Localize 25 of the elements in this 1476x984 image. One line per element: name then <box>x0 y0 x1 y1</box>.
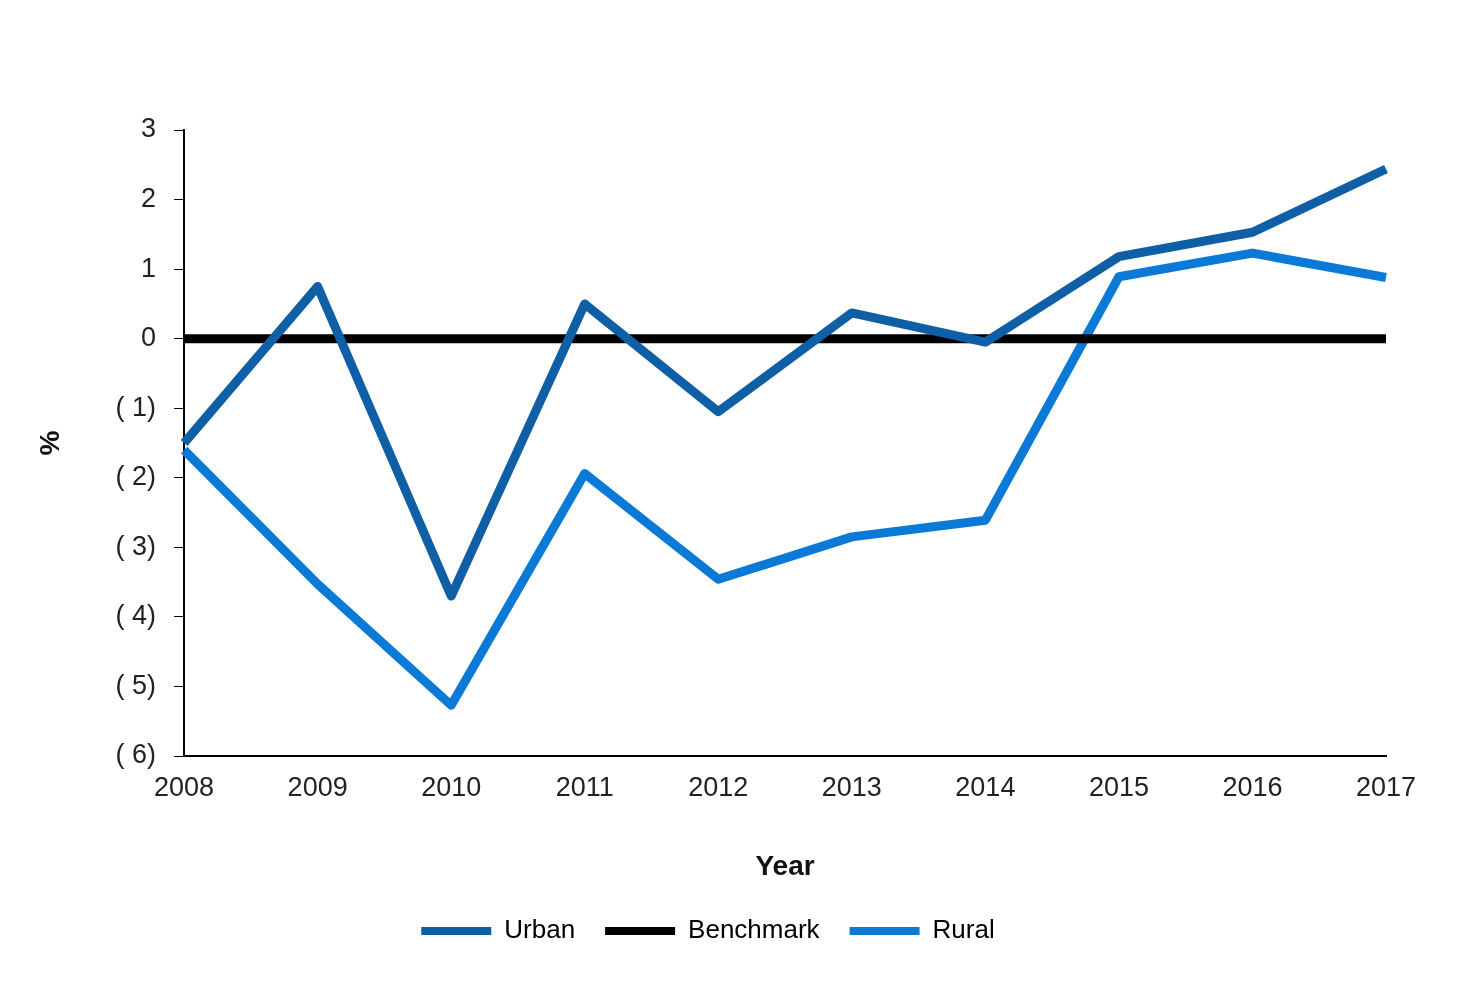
y-tick-label: ( 5) <box>115 669 157 700</box>
x-tick-label: 2013 <box>821 771 882 802</box>
y-tick-label: ( 1) <box>115 391 157 422</box>
y-tick-label: 0 <box>141 322 157 353</box>
x-tick-label: 2017 <box>1355 771 1417 802</box>
x-tick-label: 2014 <box>955 771 1016 802</box>
y-tick-label: 1 <box>141 252 157 283</box>
y-tick-label: 3 <box>141 113 157 144</box>
x-axis-title: Year <box>755 849 815 881</box>
x-tick-label: 2015 <box>1088 771 1149 802</box>
x-tick-label: 2010 <box>421 771 482 802</box>
x-tick-label: 2008 <box>154 771 215 802</box>
legend-label: Urban <box>504 914 576 945</box>
y-tick-label: ( 2) <box>115 461 157 492</box>
legend-label: Benchmark <box>688 914 821 945</box>
y-tick-label: ( 6) <box>115 739 157 770</box>
x-tick-label: 2011 <box>555 771 614 802</box>
x-tick-label: 2009 <box>287 771 348 802</box>
y-axis-title: % <box>33 430 65 456</box>
x-tick-label: 2012 <box>688 771 749 802</box>
y-tick-label: 2 <box>141 183 157 214</box>
y-tick-label: ( 3) <box>115 530 157 561</box>
legend-label: Rural <box>932 914 995 945</box>
x-tick-label: 2016 <box>1222 771 1283 802</box>
y-tick-label: ( 4) <box>115 600 157 631</box>
